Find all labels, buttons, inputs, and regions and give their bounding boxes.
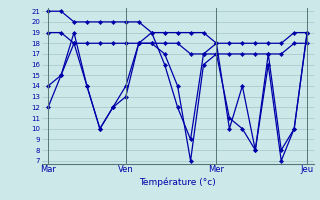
X-axis label: Température (°c): Température (°c) xyxy=(139,177,216,187)
